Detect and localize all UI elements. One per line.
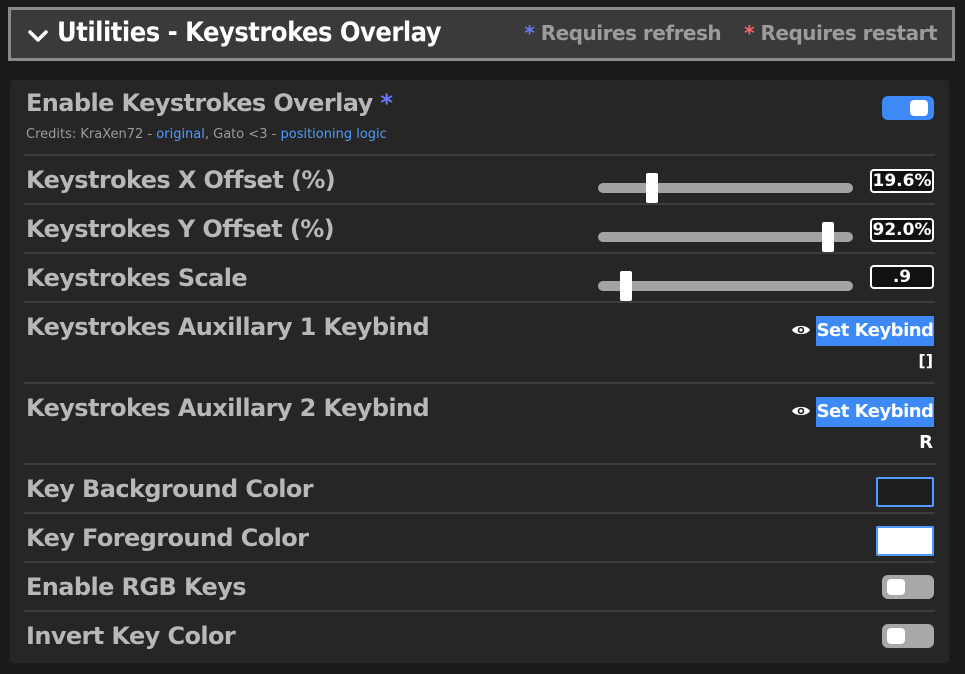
setting-label: Keystrokes Auxillary 1 Keybind bbox=[26, 313, 430, 341]
setting-row-aux2-keybind: Keystrokes Auxillary 2 Keybind Set Keybi… bbox=[24, 384, 935, 465]
setting-row-x-offset: Keystrokes X Offset (%) 19.6% bbox=[24, 156, 935, 205]
credits-link-positioning[interactable]: positioning logic bbox=[280, 127, 387, 142]
section-title: Utilities - Keystrokes Overlay bbox=[57, 17, 442, 48]
setting-row-key-fg-color: Key Foreground Color bbox=[24, 514, 935, 563]
key-bg-color-picker[interactable] bbox=[876, 477, 934, 507]
aux1-keybind-value: [] bbox=[918, 351, 933, 370]
x-offset-slider[interactable] bbox=[598, 173, 853, 203]
setting-label: Enable Keystrokes Overlay * bbox=[26, 89, 393, 117]
setting-label: Keystrokes Y Offset (%) bbox=[26, 215, 335, 243]
aux1-set-keybind-button[interactable]: Set Keybind bbox=[816, 316, 934, 346]
credits: Credits: KraXen72 - original, Gato <3 - … bbox=[26, 127, 387, 142]
legend-refresh: Requires refresh bbox=[540, 21, 722, 45]
setting-row-scale: Keystrokes Scale .9 bbox=[24, 254, 935, 303]
refresh-star: * bbox=[524, 21, 535, 45]
section-header[interactable]: Utilities - Keystrokes Overlay * Require… bbox=[8, 7, 955, 61]
setting-label: Keystrokes X Offset (%) bbox=[26, 166, 336, 194]
chevron-down-icon[interactable] bbox=[28, 29, 48, 43]
invert-key-color-toggle[interactable] bbox=[882, 624, 934, 648]
setting-label: Key Background Color bbox=[26, 475, 314, 503]
y-offset-slider[interactable] bbox=[598, 222, 853, 252]
rgb-keys-toggle[interactable] bbox=[882, 575, 934, 599]
setting-label: Keystrokes Scale bbox=[26, 264, 248, 292]
x-offset-value[interactable]: 19.6% bbox=[870, 169, 934, 193]
setting-row-y-offset: Keystrokes Y Offset (%) 92.0% bbox=[24, 205, 935, 254]
requires-refresh-star: * bbox=[380, 89, 393, 117]
setting-row-key-bg-color: Key Background Color bbox=[24, 465, 935, 514]
slider-thumb[interactable] bbox=[646, 173, 658, 203]
credits-link-original[interactable]: original bbox=[156, 127, 205, 142]
scale-value[interactable]: .9 bbox=[870, 265, 934, 289]
enable-overlay-toggle[interactable] bbox=[882, 96, 934, 120]
setting-label: Keystrokes Auxillary 2 Keybind bbox=[26, 394, 430, 422]
setting-label: Invert Key Color bbox=[26, 622, 236, 650]
slider-thumb[interactable] bbox=[620, 271, 632, 301]
y-offset-value[interactable]: 92.0% bbox=[870, 218, 934, 242]
setting-label: Enable RGB Keys bbox=[26, 573, 247, 601]
toggle-knob bbox=[910, 100, 928, 116]
setting-row-invert-key-color: Invert Key Color bbox=[24, 612, 935, 659]
settings-panel: Enable Keystrokes Overlay * Credits: Kra… bbox=[10, 80, 949, 663]
eye-icon[interactable] bbox=[791, 323, 811, 337]
key-fg-color-picker[interactable] bbox=[876, 526, 934, 556]
toggle-knob bbox=[887, 628, 905, 644]
aux2-keybind-value: R bbox=[919, 432, 933, 453]
setting-row-aux1-keybind: Keystrokes Auxillary 1 Keybind Set Keybi… bbox=[24, 303, 935, 384]
setting-row-rgb-keys: Enable RGB Keys bbox=[24, 563, 935, 612]
setting-label: Key Foreground Color bbox=[26, 524, 309, 552]
legend-restart: Requires restart bbox=[760, 21, 938, 45]
restart-star: * bbox=[744, 21, 755, 45]
scale-slider[interactable] bbox=[598, 271, 853, 301]
setting-row-enable-overlay: Enable Keystrokes Overlay * Credits: Kra… bbox=[24, 80, 935, 156]
legend: * Requires refresh * Requires restart bbox=[524, 21, 937, 45]
eye-icon[interactable] bbox=[791, 404, 811, 418]
aux2-set-keybind-button[interactable]: Set Keybind bbox=[816, 397, 934, 427]
slider-thumb[interactable] bbox=[822, 222, 834, 252]
toggle-knob bbox=[887, 579, 905, 595]
